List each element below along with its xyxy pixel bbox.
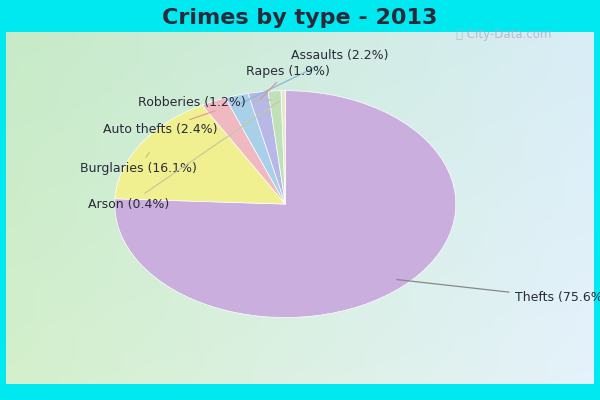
Wedge shape	[281, 91, 286, 204]
Text: Burglaries (16.1%): Burglaries (16.1%)	[79, 152, 196, 175]
Text: Arson (0.4%): Arson (0.4%)	[88, 101, 279, 210]
Text: ⓘ City-Data.com: ⓘ City-Data.com	[456, 28, 551, 41]
Text: Thefts (75.6%): Thefts (75.6%)	[397, 280, 600, 304]
Wedge shape	[248, 91, 286, 204]
Wedge shape	[202, 98, 286, 204]
Text: Robberies (1.2%): Robberies (1.2%)	[138, 96, 271, 109]
Text: Assaults (2.2%): Assaults (2.2%)	[241, 49, 388, 103]
Wedge shape	[268, 91, 286, 204]
Wedge shape	[115, 91, 456, 318]
Text: Auto thefts (2.4%): Auto thefts (2.4%)	[103, 111, 218, 136]
Text: Crimes by type - 2013: Crimes by type - 2013	[163, 8, 437, 28]
Text: Rapes (1.9%): Rapes (1.9%)	[245, 65, 329, 99]
Wedge shape	[115, 105, 286, 204]
Wedge shape	[226, 94, 286, 204]
